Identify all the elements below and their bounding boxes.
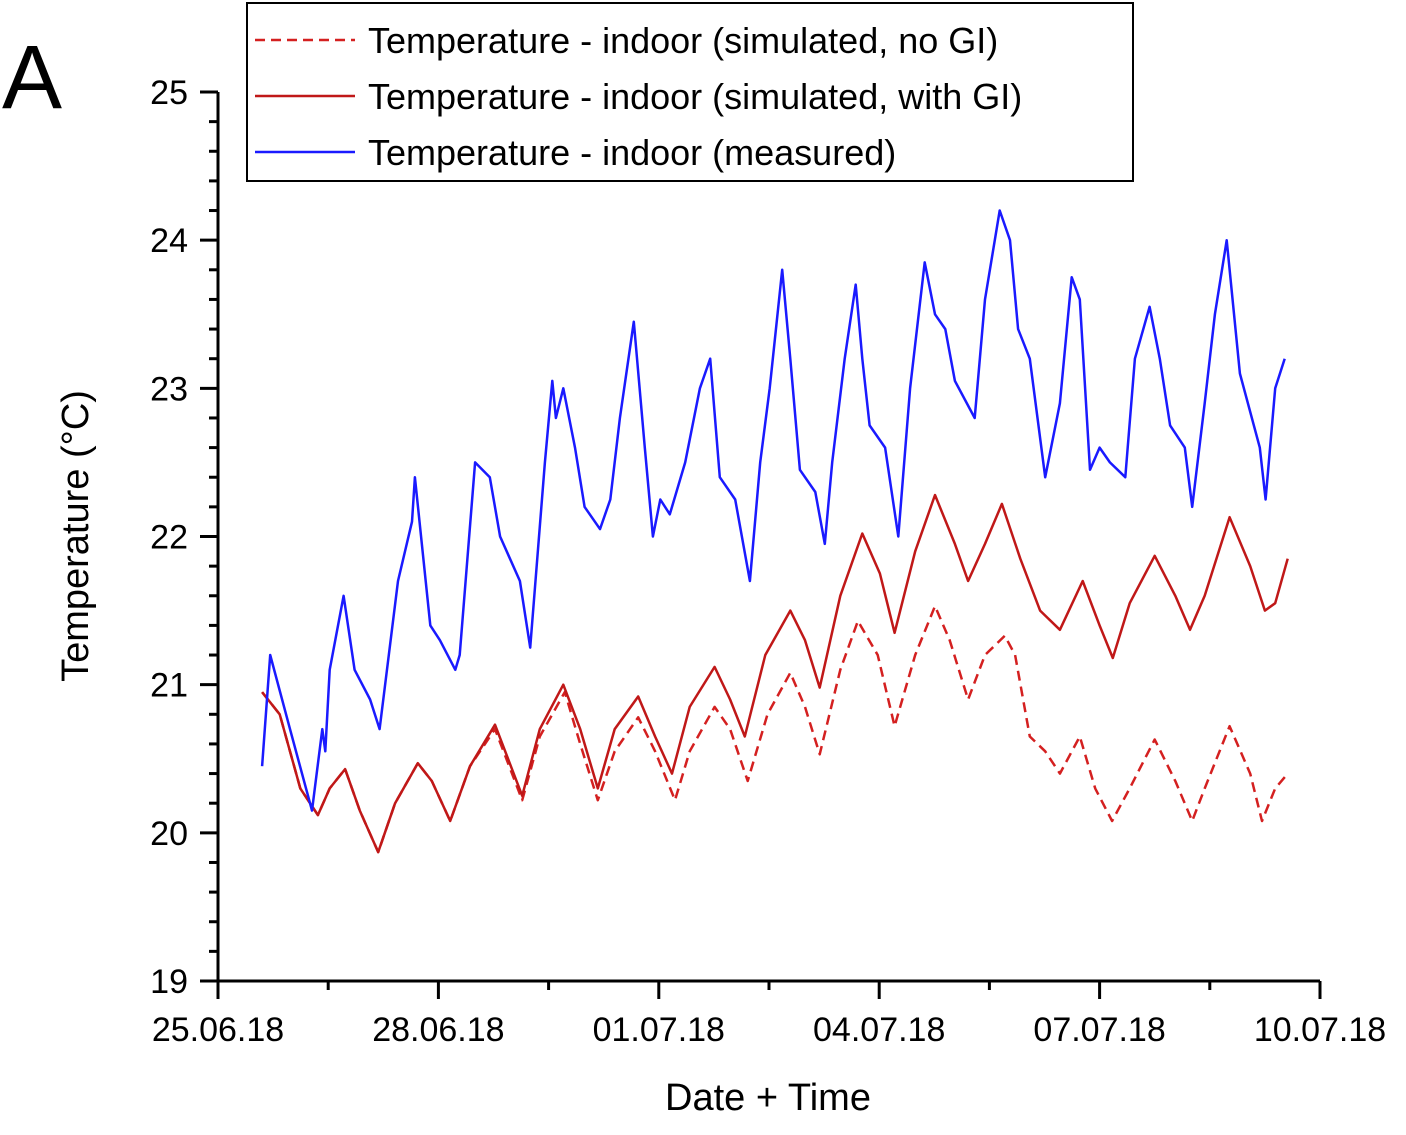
y-tick-label: 20 — [150, 815, 188, 853]
y-axis-title: Temperature (°C) — [55, 390, 97, 682]
x-tick-label: 25.06.18 — [152, 1011, 284, 1049]
legend-box — [246, 2, 1134, 182]
series-line-1 — [261, 493, 1289, 854]
legend-label-0: Temperature - indoor (simulated, no GI) — [368, 20, 998, 61]
y-tick-label: 24 — [150, 222, 188, 260]
y-tick-label: 22 — [150, 519, 188, 557]
series-group — [260, 209, 1289, 854]
series-line-0 — [261, 604, 1289, 854]
x-tick-label: 28.06.18 — [372, 1011, 504, 1049]
legend: Temperature - indoor (simulated, no GI) T… — [246, 2, 1134, 182]
y-tick-label: 21 — [150, 667, 188, 705]
x-tick-label: 07.07.18 — [1033, 1011, 1165, 1049]
x-tick-label: 10.07.18 — [1254, 1011, 1386, 1049]
y-tick-label: 23 — [150, 370, 188, 408]
series-line-2 — [260, 209, 1286, 812]
x-tick-label: 04.07.18 — [813, 1011, 945, 1049]
legend-label-1: Temperature - indoor (simulated, with GI… — [368, 76, 1022, 117]
y-tick-label: 25 — [150, 74, 188, 112]
legend-label-2: Temperature - indoor (measured) — [368, 132, 896, 173]
x-tick-label: 01.07.18 — [593, 1011, 725, 1049]
y-tick-label: 19 — [150, 963, 188, 1001]
axes: 19 20 21 22 23 24 25 25.06.18 28.06.18 01.07.18 04… — [150, 74, 1386, 1049]
x-axis-title: Date + Time — [665, 1077, 871, 1119]
panel-label: A — [2, 28, 62, 128]
